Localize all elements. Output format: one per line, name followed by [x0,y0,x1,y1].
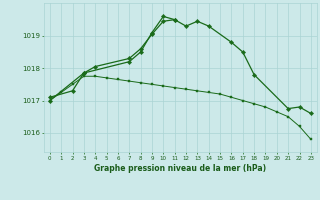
X-axis label: Graphe pression niveau de la mer (hPa): Graphe pression niveau de la mer (hPa) [94,164,266,173]
